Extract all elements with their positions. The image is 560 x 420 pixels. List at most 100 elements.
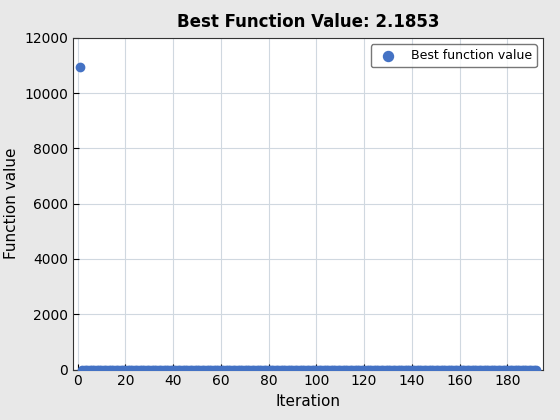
Best function value <box>125 366 134 373</box>
Best function value <box>384 366 393 373</box>
Best function value <box>381 366 390 373</box>
Best function value <box>242 366 251 373</box>
Best function value <box>140 366 149 373</box>
Best function value <box>482 366 491 373</box>
Best function value <box>319 366 328 373</box>
Best function value <box>374 366 383 373</box>
Best function value <box>469 366 478 373</box>
Best function value <box>348 366 357 373</box>
Best function value <box>503 366 512 373</box>
Best function value <box>372 366 381 373</box>
Best function value <box>465 366 474 373</box>
Best function value <box>405 366 414 373</box>
Best function value <box>486 366 495 373</box>
Best function value <box>398 366 407 373</box>
Best function value <box>360 366 368 373</box>
Best function value <box>400 366 409 373</box>
Best function value <box>188 366 197 373</box>
Best function value <box>176 366 185 373</box>
Best function value <box>202 366 211 373</box>
Best function value <box>297 366 306 373</box>
Best function value <box>216 366 225 373</box>
Best function value <box>157 366 166 373</box>
Best function value <box>171 366 180 373</box>
Best function value <box>410 366 419 373</box>
Best function value <box>155 366 164 373</box>
Best function value <box>355 366 364 373</box>
Best function value <box>87 366 96 373</box>
Best function value <box>496 366 505 373</box>
Best function value <box>221 366 230 373</box>
Best function value <box>379 366 388 373</box>
Best function value <box>97 366 106 373</box>
Best function value <box>144 366 153 373</box>
Best function value <box>479 366 488 373</box>
Best function value <box>391 366 400 373</box>
Best function value <box>209 366 218 373</box>
Best function value <box>238 366 247 373</box>
Best function value <box>233 366 242 373</box>
Best function value <box>314 366 323 373</box>
Best function value <box>510 366 519 373</box>
Best function value <box>417 366 426 373</box>
Best function value <box>283 366 292 373</box>
Best function value <box>223 366 232 373</box>
Best function value <box>240 366 249 373</box>
Best function value <box>338 366 347 373</box>
Best function value <box>419 366 428 373</box>
Best function value <box>195 366 204 373</box>
Best function value <box>295 366 304 373</box>
Best function value <box>123 366 132 373</box>
Best function value <box>138 366 147 373</box>
Best function value <box>150 366 158 373</box>
Best function value <box>412 366 421 373</box>
Best function value <box>362 366 371 373</box>
Best function value <box>352 366 361 373</box>
Best function value <box>522 366 531 373</box>
Best function value <box>427 366 436 373</box>
Best function value <box>467 366 476 373</box>
Best function value <box>331 366 340 373</box>
Best function value <box>178 366 187 373</box>
Best function value <box>271 366 280 373</box>
Best function value <box>83 366 92 373</box>
Best function value <box>527 366 536 373</box>
Best function value <box>269 366 278 373</box>
Best function value <box>99 366 108 373</box>
Best function value <box>104 366 113 373</box>
Best function value <box>102 366 111 373</box>
Best function value <box>307 366 316 373</box>
Best function value <box>231 366 240 373</box>
Best function value <box>424 366 433 373</box>
Best function value <box>463 366 472 373</box>
Best function value <box>278 366 287 373</box>
Best function value <box>312 366 321 373</box>
Y-axis label: Function value: Function value <box>3 148 18 260</box>
Best function value <box>350 366 359 373</box>
Best function value <box>395 366 404 373</box>
Best function value <box>450 366 459 373</box>
Best function value <box>414 366 423 373</box>
Best function value <box>92 366 101 373</box>
Best function value <box>78 366 87 373</box>
Best function value <box>455 366 464 373</box>
Best function value <box>376 366 385 373</box>
Best function value <box>310 366 319 373</box>
Best function value <box>207 366 216 373</box>
Best function value <box>326 366 335 373</box>
Best function value <box>95 366 104 373</box>
Best function value <box>161 366 170 373</box>
Best function value <box>259 366 268 373</box>
Best function value <box>524 366 533 373</box>
Best function value <box>228 366 237 373</box>
Best function value <box>193 366 202 373</box>
Best function value <box>365 366 374 373</box>
Best function value <box>106 366 115 373</box>
Best function value <box>204 366 213 373</box>
Best function value <box>498 366 507 373</box>
Best function value <box>343 366 352 373</box>
Best function value <box>169 366 178 373</box>
Best function value <box>329 366 338 373</box>
Best function value <box>508 366 517 373</box>
Best function value <box>512 366 521 373</box>
